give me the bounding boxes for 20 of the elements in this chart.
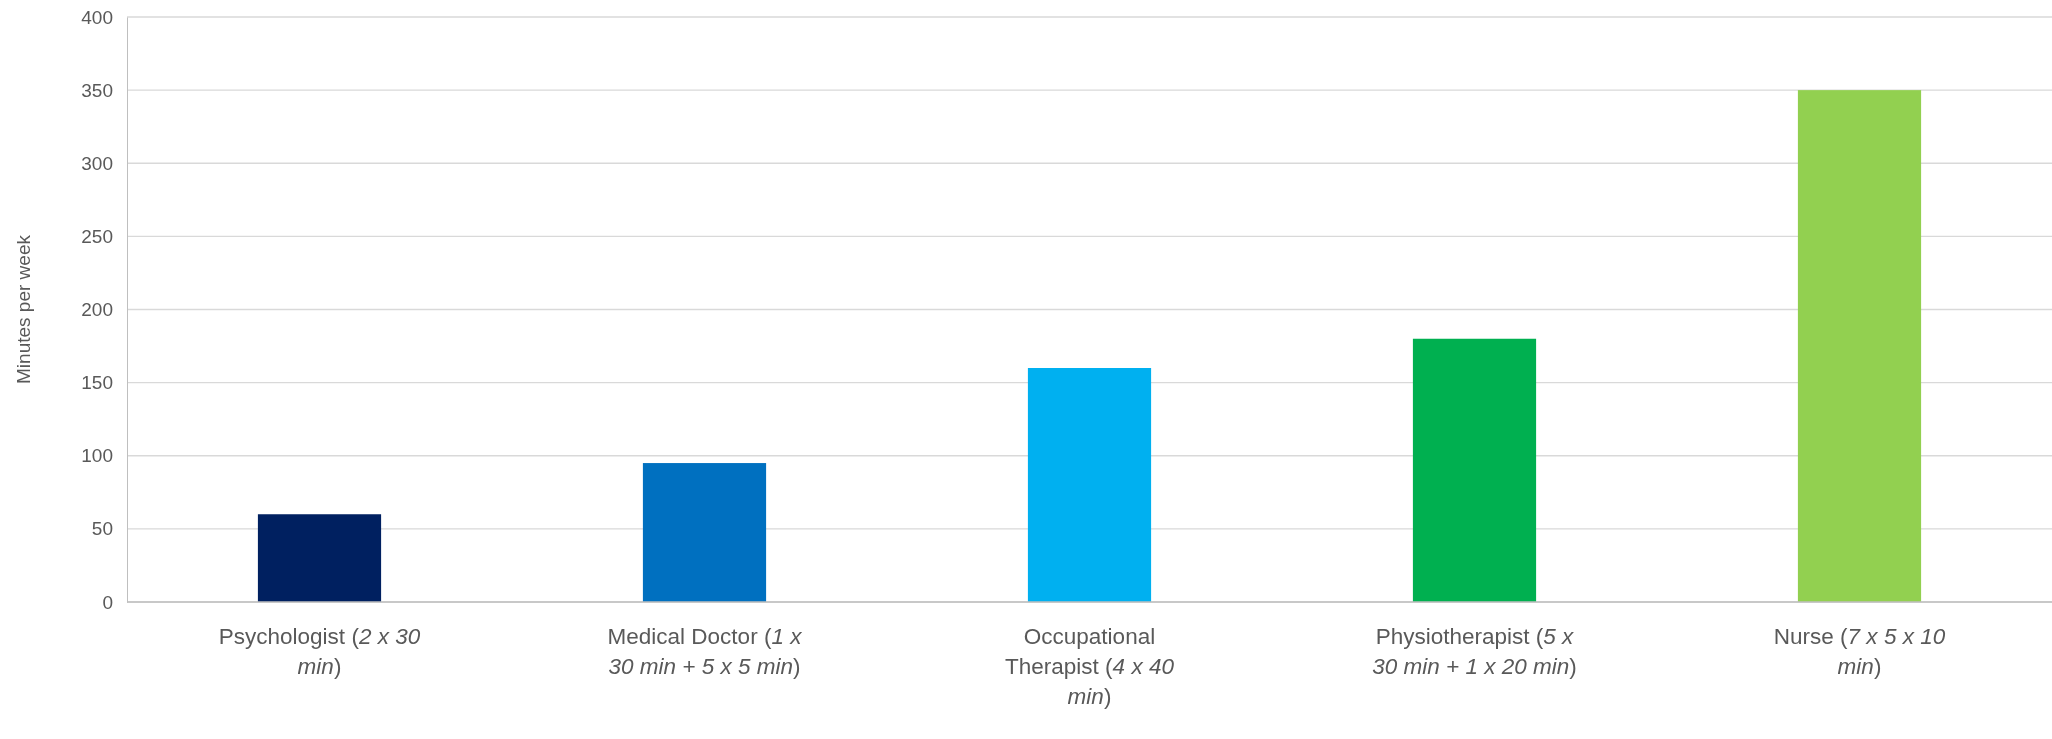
y-tick-label: 250 — [81, 225, 113, 247]
y-tick-label: 300 — [81, 152, 113, 174]
category-label: Psychologist (2 x 30 min) — [218, 624, 421, 679]
bar — [1797, 90, 1922, 602]
y-tick-label: 100 — [81, 445, 113, 467]
category-label: Occupational Therapist (4 x 40 min) — [1005, 624, 1174, 709]
bar — [1412, 338, 1537, 602]
y-tick-label: 150 — [81, 372, 113, 394]
category-label: Nurse (7 x 5 x 10 min) — [1773, 624, 1946, 679]
y-axis-title: Minutes per week — [13, 234, 34, 384]
bar — [1027, 368, 1152, 602]
y-tick-label: 0 — [102, 591, 113, 613]
y-tick-label: 50 — [91, 518, 113, 540]
category-label: Medical Doctor (1 x 30 min + 5 x 5 min) — [607, 624, 802, 679]
y-tick-label: 400 — [81, 6, 113, 28]
y-tick-label: 200 — [81, 299, 113, 321]
y-tick-label: 350 — [81, 79, 113, 101]
bar — [642, 463, 767, 602]
category-label: Physiotherapist (5 x 30 min + 1 x 20 min) — [1372, 624, 1577, 679]
bar — [257, 514, 382, 602]
